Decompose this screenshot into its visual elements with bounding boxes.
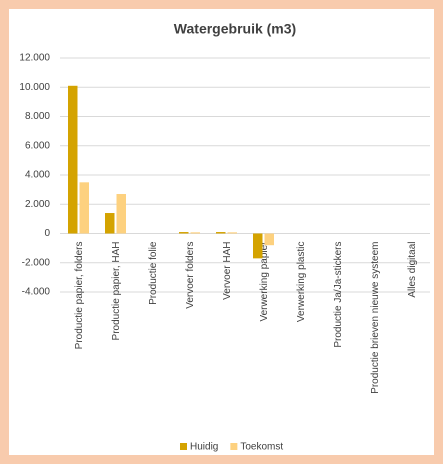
bar — [179, 232, 189, 234]
y-tick-label: 10.000 — [19, 82, 50, 93]
bar — [264, 233, 274, 246]
y-tick-label: 6.000 — [25, 140, 50, 151]
x-tick-label: Productie folie — [148, 241, 159, 305]
bar — [79, 182, 89, 234]
legend-swatch — [180, 443, 187, 450]
y-tick-label: 2.000 — [25, 199, 50, 210]
chart-title: Watergebruik (m3) — [174, 21, 296, 37]
x-tick-label: Productie Ja/Ja-stickers — [333, 242, 344, 348]
x-tick-label: Verwerking plastic — [296, 242, 307, 323]
legend-label: Huidig — [190, 442, 218, 453]
x-tick-label: Verwerking papier — [259, 241, 270, 322]
x-tick-label: Productie papier, folders — [74, 242, 85, 350]
y-tick-label: 12.000 — [19, 53, 50, 64]
bar — [116, 194, 126, 234]
x-tick-label: Productie papier, HAH — [111, 242, 122, 341]
y-tick-label: -2.000 — [22, 257, 51, 268]
bar — [216, 232, 226, 234]
bar — [227, 232, 237, 234]
y-tick-label: 8.000 — [25, 111, 50, 122]
legend-swatch — [230, 443, 238, 450]
x-tick-label: Vervoer HAH — [222, 242, 233, 300]
x-tick-label: Vervoer folders — [185, 242, 196, 309]
bar — [190, 232, 200, 234]
y-tick-label: 4.000 — [25, 170, 50, 181]
y-tick-label: -4.000 — [22, 287, 51, 298]
bar — [68, 85, 78, 234]
y-tick-label: 0 — [44, 228, 50, 239]
bar — [253, 233, 263, 259]
legend-label: Toekomst — [240, 442, 283, 453]
bar — [105, 213, 115, 234]
x-tick-label: Alles digitaal — [407, 242, 418, 298]
x-tick-label: Productie brieven nieuwe systeem — [370, 242, 381, 394]
